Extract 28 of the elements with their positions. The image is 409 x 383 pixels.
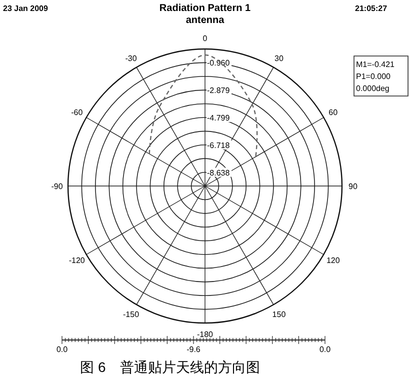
chart-title: Radiation Pattern 1 [159, 3, 251, 14]
spoke-label: -60 [71, 108, 84, 118]
spoke-label: 30 [274, 54, 284, 63]
y-tick-label: -0.960 [207, 58, 230, 68]
text: 0.0 [56, 345, 68, 354]
text: 0.0 [319, 345, 332, 354]
text: P1=0.000 [356, 72, 392, 81]
text: 21:05:27 [355, 4, 388, 13]
y-tick-label: -2.879 [207, 86, 230, 96]
spoke-label: 0 [202, 34, 208, 44]
caption: 图 6 普通贴片天线的方向图 [80, 359, 260, 375]
spoke-label: 150 [272, 310, 286, 320]
spoke-label: -90 [51, 182, 64, 191]
spoke-label: 120 [326, 256, 340, 265]
spoke-label: -180 [196, 330, 214, 339]
text: M1=-0.421 [356, 60, 396, 69]
y-tick-label: -6.718 [207, 140, 230, 150]
spoke-label: -30 [125, 54, 138, 63]
spoke-label: 60 [328, 108, 338, 118]
text: -9.6 [186, 345, 201, 354]
text: 23 Jan 2009 [3, 4, 48, 13]
spoke-label: -150 [123, 310, 140, 320]
chart-subtitle: antenna [186, 15, 225, 26]
y-tick-label: -8.638 [207, 168, 230, 178]
spoke-label: 90 [348, 182, 358, 191]
y-tick-label: -4.799 [207, 113, 230, 122]
text: 0.000deg [356, 84, 390, 93]
spoke-label: -120 [68, 256, 86, 265]
